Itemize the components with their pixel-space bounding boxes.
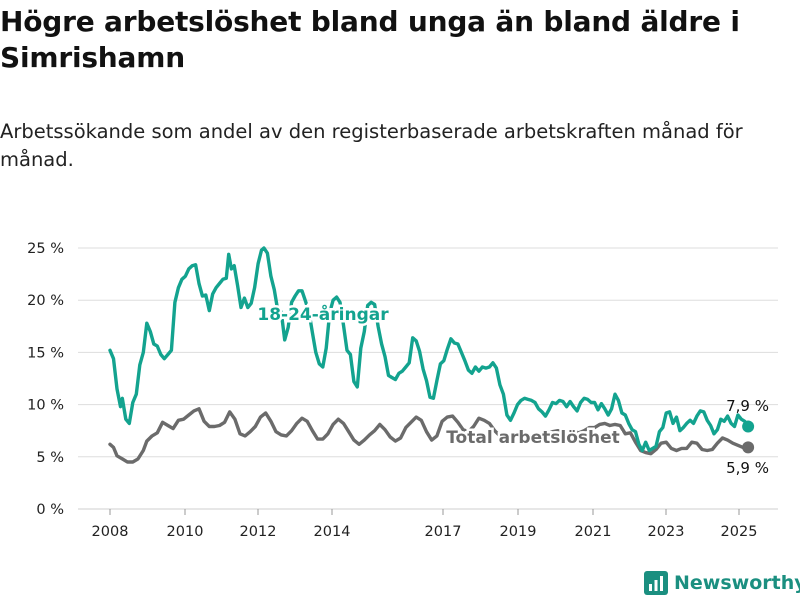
series-lines bbox=[108, 246, 755, 464]
x-tick-label: 2021 bbox=[575, 524, 612, 540]
y-tick-label: 25 % bbox=[27, 241, 64, 257]
y-tick-label: 10 % bbox=[27, 398, 64, 414]
series-label-youth: 18-24-åringar bbox=[257, 303, 389, 325]
end-value-youth: 7,9 % bbox=[726, 397, 769, 415]
x-tick-label: 2012 bbox=[240, 524, 277, 540]
y-axis: 0 % 5 % 10 % 15 % 20 % 25 % bbox=[27, 241, 64, 518]
chart-subtitle: Arbetssökande som andel av den registerb… bbox=[0, 120, 743, 171]
x-tick-label: 2010 bbox=[167, 524, 204, 540]
x-axis: 2008 2010 2012 2014 2017 2019 2021 2023 2025 bbox=[92, 509, 758, 540]
series-labels: 18-24-åringar Total arbetslöshet 7,9 % 5,9 … bbox=[255, 301, 769, 478]
end-value-total: 5,9 % bbox=[726, 459, 769, 477]
series-end-dot bbox=[742, 420, 755, 433]
gridlines bbox=[78, 247, 778, 510]
y-tick-label: 20 % bbox=[27, 293, 64, 309]
brand: Newsworthy bbox=[644, 568, 800, 598]
y-tick-label: 5 % bbox=[36, 450, 64, 466]
x-tick-label: 2008 bbox=[92, 524, 129, 540]
y-tick-label: 15 % bbox=[27, 345, 64, 361]
series-end-dot bbox=[742, 441, 755, 454]
x-tick-label: 2017 bbox=[425, 524, 462, 540]
x-tick-label: 2019 bbox=[500, 524, 537, 540]
brand-name: Newsworthy bbox=[674, 572, 800, 594]
series-label-total: Total arbetslöshet bbox=[446, 428, 620, 448]
x-tick-label: 2014 bbox=[314, 524, 351, 540]
x-tick-label: 2023 bbox=[648, 524, 685, 540]
y-tick-label: 0 % bbox=[36, 502, 64, 518]
series-line-total bbox=[108, 407, 750, 464]
x-tick-label: 2025 bbox=[721, 524, 758, 540]
series-line-youth bbox=[108, 246, 750, 453]
newsworthy-logo-icon bbox=[644, 571, 668, 595]
chart-title: Högre arbetslöshet bland unga än bland ä… bbox=[0, 5, 740, 74]
